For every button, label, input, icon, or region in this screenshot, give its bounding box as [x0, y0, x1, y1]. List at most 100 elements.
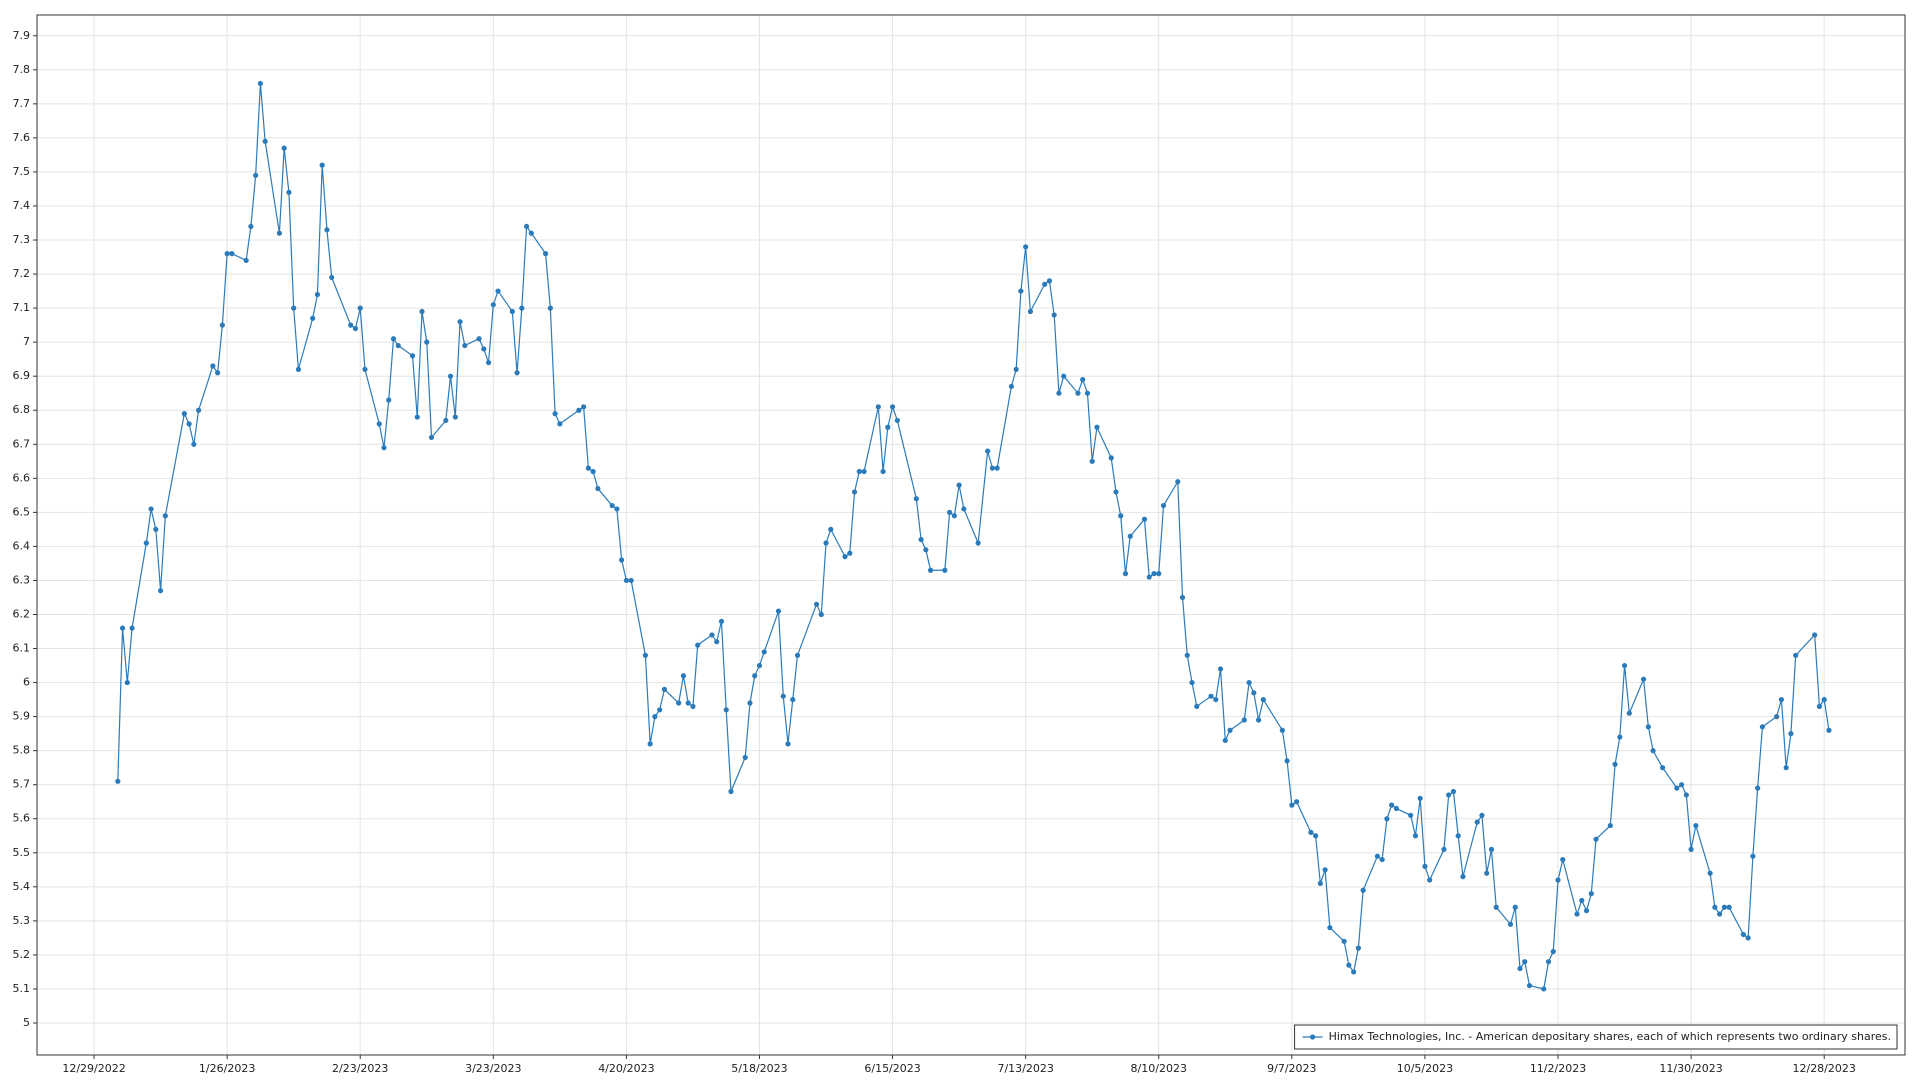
data-point [1617, 734, 1623, 740]
data-point [1127, 533, 1133, 539]
data-point [1659, 765, 1666, 771]
x-tick-label: 10/5/2023 [1397, 1062, 1453, 1075]
data-point [329, 274, 335, 281]
data-point [419, 308, 425, 315]
data-point [709, 632, 715, 638]
data-point [1788, 731, 1794, 737]
y-tick-label: 6.8 [13, 403, 31, 416]
x-tick-label: 7/13/2023 [997, 1062, 1053, 1075]
data-point [661, 686, 668, 692]
data-point [443, 417, 449, 424]
data-point [1355, 945, 1361, 951]
data-point [1512, 904, 1518, 910]
data-point [1217, 666, 1224, 672]
data-point [1389, 802, 1395, 808]
data-point [1650, 748, 1656, 754]
data-point [1488, 846, 1495, 852]
data-point [818, 611, 824, 618]
y-tick-label: 6.1 [13, 642, 31, 655]
data-point [1793, 652, 1799, 658]
x-tick-label: 12/29/2022 [62, 1062, 125, 1075]
data-point [961, 506, 967, 512]
data-point [253, 172, 259, 178]
data-point [1156, 571, 1162, 577]
data-point [1626, 710, 1632, 716]
data-point [490, 302, 496, 308]
data-point [476, 336, 482, 342]
data-point [1745, 935, 1751, 941]
data-point [1160, 502, 1167, 509]
data-point [281, 145, 287, 151]
data-point [229, 251, 235, 257]
y-tick-label: 6.6 [13, 471, 31, 484]
data-point [918, 536, 924, 543]
data-point [1227, 727, 1233, 733]
data-point [1441, 846, 1447, 852]
data-point [390, 336, 397, 342]
data-point [747, 700, 753, 706]
data-point [1351, 969, 1357, 975]
data-point [1541, 986, 1547, 992]
data-point [1194, 703, 1200, 710]
data-point [614, 506, 620, 512]
data-point [1550, 948, 1556, 955]
data-point [119, 625, 126, 631]
data-point [628, 577, 634, 584]
data-point [1517, 965, 1523, 972]
data-point [386, 397, 392, 403]
data-point [647, 741, 653, 747]
y-tick-label: 7.1 [13, 301, 31, 314]
data-point [1522, 959, 1528, 965]
data-point [823, 540, 829, 546]
data-point [714, 639, 720, 645]
data-point [828, 526, 834, 532]
data-point [851, 489, 858, 495]
data-point [1721, 904, 1727, 910]
data-point [424, 339, 430, 345]
data-point [1474, 819, 1480, 825]
data-point [348, 322, 354, 328]
data-point [1778, 696, 1785, 703]
data-point [1821, 696, 1827, 703]
data-point [1113, 489, 1119, 495]
data-point [956, 482, 962, 488]
data-point [880, 468, 886, 475]
data-point [1018, 288, 1024, 294]
y-tick-label: 7.7 [13, 97, 31, 110]
data-point [609, 502, 615, 509]
data-point [985, 448, 991, 454]
legend-box: Himax Technologies, Inc. - American depo… [1294, 1024, 1898, 1050]
y-tick-label: 6.4 [13, 539, 31, 552]
x-tick-label: 5/18/2023 [731, 1062, 787, 1075]
data-point [761, 649, 767, 655]
y-tick-label: 7.4 [13, 199, 31, 212]
data-point [495, 288, 501, 294]
data-point [248, 223, 254, 230]
data-point [115, 778, 121, 784]
legend-frame [1294, 1024, 1898, 1050]
data-point [1042, 281, 1048, 287]
data-point [1455, 833, 1461, 839]
grid [37, 15, 1905, 1055]
x-tick-label: 2/23/2023 [332, 1062, 388, 1075]
data-point [1422, 863, 1428, 870]
data-point [295, 366, 302, 372]
data-point [642, 652, 649, 658]
data-point [1640, 676, 1647, 682]
data-point [224, 251, 230, 257]
data-point [381, 445, 387, 451]
data-point [1293, 799, 1300, 805]
data-point [875, 404, 881, 410]
y-tick-label: 5.3 [13, 914, 31, 927]
data-point [1360, 887, 1366, 893]
y-tick-label: 5.5 [13, 846, 31, 859]
data-point [523, 223, 530, 230]
data-point [1393, 805, 1400, 812]
data-point [262, 138, 268, 144]
data-point [1545, 959, 1552, 965]
data-point [1588, 891, 1594, 897]
y-tick-label: 6.9 [13, 369, 31, 382]
data-point [542, 251, 549, 257]
data-point [519, 305, 525, 311]
